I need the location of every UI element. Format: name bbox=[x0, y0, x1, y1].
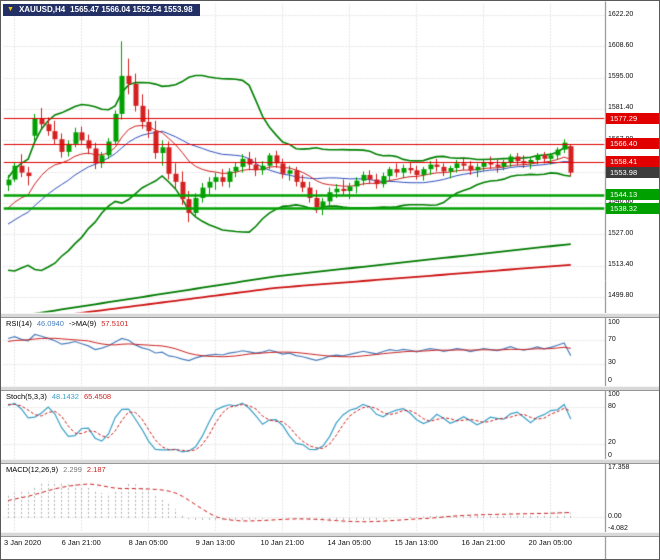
stoch-axis-label: 100 bbox=[608, 390, 620, 398]
time-axis-label: 8 Jan 05:00 bbox=[128, 538, 168, 547]
stoch-axis-label: 0 bbox=[608, 451, 612, 459]
rsi-ma-name: ->MA(9) bbox=[68, 319, 97, 328]
rsi-name: RSI(14) bbox=[6, 319, 32, 328]
macd-signal-value: 2.187 bbox=[86, 465, 106, 474]
stoch-name: Stoch(5,3,3) bbox=[6, 392, 47, 401]
price-level-badge[interactable]: 1544.13 bbox=[606, 189, 659, 201]
price-level-badge[interactable]: 1566.40 bbox=[606, 138, 659, 150]
time-axis-label: 9 Jan 13:00 bbox=[195, 538, 235, 547]
stoch-value: 48.1432 bbox=[51, 392, 79, 401]
macd-value: 2.299 bbox=[63, 465, 82, 474]
time-axis-label: 16 Jan 21:00 bbox=[461, 538, 505, 547]
rsi-axis-label: 30 bbox=[608, 359, 616, 367]
symbol-timeframe: XAUUSD,H4 bbox=[18, 5, 66, 14]
stoch-indicator-label: Stoch(5,3,3) 48.1432 65.4508 bbox=[6, 392, 111, 401]
stoch-axis-label: 20 bbox=[608, 439, 616, 447]
price-level-badge[interactable]: 1558.41 bbox=[606, 156, 659, 168]
panel-separator-macd[interactable] bbox=[1, 459, 659, 464]
rsi-axis-label: 0 bbox=[608, 376, 612, 384]
price-axis-label: 1513.40 bbox=[608, 261, 634, 269]
price-axis-label: 1527.00 bbox=[608, 229, 634, 237]
time-axis-label: 10 Jan 21:00 bbox=[260, 538, 304, 547]
stoch-axis-label: 80 bbox=[608, 402, 616, 410]
price-level-badge[interactable]: 1538.32 bbox=[606, 202, 659, 214]
chevron-down-icon[interactable]: ▼ bbox=[7, 5, 14, 13]
price-axis-label: 1499.80 bbox=[608, 292, 634, 300]
stoch-signal-value: 65.4508 bbox=[83, 392, 112, 401]
ohlc-values: 1565.47 1566.04 1552.54 1553.98 bbox=[70, 5, 193, 14]
macd-indicator-label: MACD(12,26,9) 2.299 2.187 bbox=[6, 465, 106, 474]
time-axis-label: 3 Jan 2020 bbox=[4, 538, 42, 547]
symbol-ohlc-strip[interactable]: ▼ XAUUSD,H4 1565.47 1566.04 1552.54 1553… bbox=[3, 4, 200, 16]
macd-axis-label: 0.00 bbox=[608, 512, 622, 520]
macd-name: MACD(12,26,9) bbox=[6, 465, 59, 474]
panel-separator-stoch[interactable] bbox=[1, 386, 659, 391]
time-axis-label: 15 Jan 13:00 bbox=[394, 538, 438, 547]
time-axis-label: 20 Jan 05:00 bbox=[528, 538, 572, 547]
rsi-axis-label: 70 bbox=[608, 335, 616, 343]
price-axis-label: 1540.60 bbox=[608, 198, 633, 205]
price-axis-label: 1595.00 bbox=[608, 73, 634, 81]
rsi-ma-value: 57.5101 bbox=[101, 319, 129, 328]
panel-separator-rsi[interactable] bbox=[1, 313, 659, 318]
rsi-value: 46.0940 bbox=[36, 319, 64, 328]
price-axis-label: 1581.40 bbox=[608, 104, 634, 112]
macd-axis-label: -4.082 bbox=[608, 524, 628, 532]
time-axis-label: 6 Jan 21:00 bbox=[61, 538, 101, 547]
price-axis-label: 1608.60 bbox=[608, 41, 634, 49]
panel-separator-timeaxis bbox=[1, 532, 659, 537]
rsi-indicator-label: RSI(14) 46.0940 ->MA(9) 57.5101 bbox=[6, 319, 128, 328]
current-price-badge: 1553.98 bbox=[606, 166, 659, 178]
price-level-badge[interactable]: 1577.29 bbox=[606, 112, 659, 124]
rsi-axis-label: 100 bbox=[608, 318, 620, 326]
time-axis-label: 14 Jan 05:00 bbox=[327, 538, 371, 547]
price-axis-label: 1622.20 bbox=[608, 10, 634, 18]
macd-axis-label: 17.358 bbox=[608, 463, 630, 471]
